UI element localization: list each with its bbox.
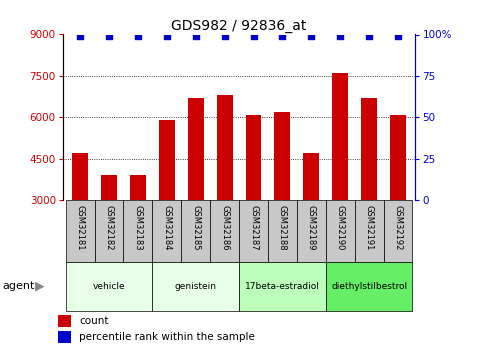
- Text: GSM32182: GSM32182: [104, 205, 114, 250]
- Bar: [239, 262, 326, 310]
- Bar: [239, 200, 268, 262]
- Point: [394, 33, 402, 39]
- Bar: [95, 200, 124, 262]
- Bar: [297, 200, 326, 262]
- Text: GSM32185: GSM32185: [191, 205, 200, 250]
- Text: GSM32189: GSM32189: [307, 205, 316, 250]
- Bar: [268, 200, 297, 262]
- Text: vehicle: vehicle: [93, 282, 126, 291]
- Point: [192, 33, 199, 39]
- Bar: [101, 175, 117, 200]
- Bar: [181, 200, 210, 262]
- Point: [105, 33, 113, 39]
- Point: [163, 33, 170, 39]
- Text: agent: agent: [2, 282, 35, 291]
- Bar: [124, 200, 152, 262]
- Point: [134, 33, 142, 39]
- Text: GSM32186: GSM32186: [220, 205, 229, 251]
- Text: GSM32184: GSM32184: [162, 205, 171, 250]
- Bar: [66, 200, 95, 262]
- Text: GSM32181: GSM32181: [76, 205, 85, 250]
- Text: count: count: [79, 316, 109, 326]
- Bar: [217, 95, 233, 200]
- Bar: [274, 112, 290, 200]
- Text: GSM32188: GSM32188: [278, 205, 287, 251]
- Text: GSM32190: GSM32190: [336, 205, 345, 250]
- Text: GSM32191: GSM32191: [365, 205, 374, 250]
- Point: [250, 33, 257, 39]
- Bar: [159, 120, 175, 200]
- Bar: [58, 331, 71, 343]
- Bar: [210, 200, 239, 262]
- Point: [221, 33, 228, 39]
- Bar: [72, 153, 88, 200]
- Bar: [355, 200, 384, 262]
- Point: [279, 33, 286, 39]
- Text: 17beta-estradiol: 17beta-estradiol: [245, 282, 320, 291]
- Text: ▶: ▶: [35, 280, 45, 293]
- Bar: [303, 153, 319, 200]
- Bar: [188, 98, 204, 200]
- Bar: [384, 200, 412, 262]
- Text: diethylstilbestrol: diethylstilbestrol: [331, 282, 407, 291]
- Text: GSM32183: GSM32183: [133, 205, 142, 251]
- Text: GSM32192: GSM32192: [394, 205, 402, 250]
- Bar: [245, 115, 261, 200]
- Bar: [361, 98, 377, 200]
- Point: [76, 33, 84, 39]
- Point: [365, 33, 373, 39]
- Bar: [66, 262, 152, 310]
- Text: percentile rank within the sample: percentile rank within the sample: [79, 332, 255, 342]
- Bar: [130, 175, 146, 200]
- Bar: [390, 115, 406, 200]
- Bar: [58, 315, 71, 327]
- Title: GDS982 / 92836_at: GDS982 / 92836_at: [171, 19, 307, 33]
- Bar: [326, 200, 355, 262]
- Point: [336, 33, 344, 39]
- Point: [308, 33, 315, 39]
- Text: genistein: genistein: [175, 282, 217, 291]
- Bar: [326, 262, 412, 310]
- Bar: [152, 200, 181, 262]
- Text: GSM32187: GSM32187: [249, 205, 258, 251]
- Bar: [152, 262, 239, 310]
- Bar: [332, 73, 348, 200]
